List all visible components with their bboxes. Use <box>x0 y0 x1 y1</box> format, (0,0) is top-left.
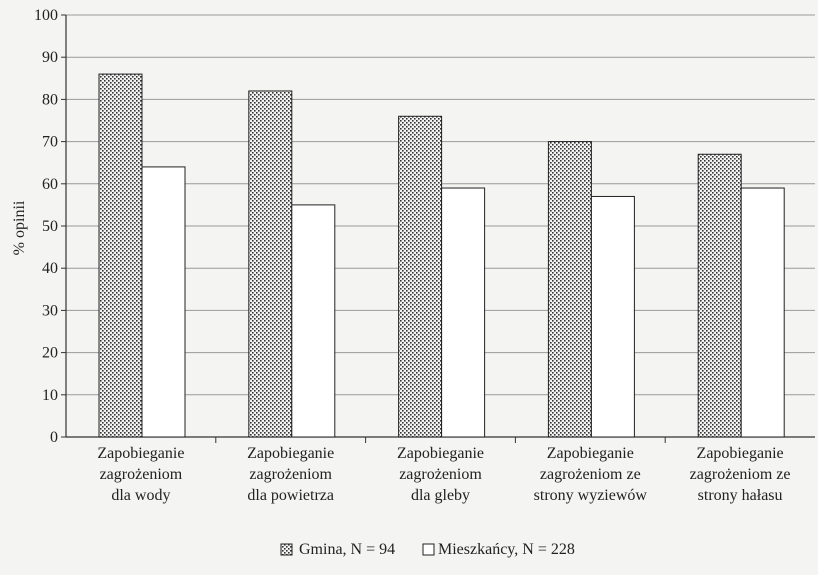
x-category-label: zagrożeniom <box>399 466 482 483</box>
bar-gmina <box>248 90 293 438</box>
bar-mieszkancy <box>740 187 785 438</box>
y-axis-title: % opinii <box>11 200 28 255</box>
x-category-label: Zapobieganie <box>397 445 484 462</box>
x-category-label: dla gleby <box>411 487 470 504</box>
x-category-label: zagrożeniom ze <box>690 466 791 483</box>
x-category-label: Zapobieganie <box>97 445 184 462</box>
x-category-label: dla powietrza <box>247 487 334 504</box>
y-tick-label: 30 <box>42 302 58 319</box>
x-category-label: zagrożeniom <box>100 466 183 483</box>
bar-mieszkancy <box>291 204 336 438</box>
x-category-label: strony hałasu <box>698 487 783 504</box>
y-tick-label: 20 <box>42 345 58 362</box>
y-tick-label: 50 <box>42 218 58 235</box>
legend-swatch-gmina <box>280 543 293 556</box>
legend: Gmina, N = 94 Mieszkańcy, N = 228 <box>280 541 575 558</box>
bar-mieszkancy <box>590 195 635 438</box>
bar-mieszkancy <box>441 187 486 438</box>
legend-label-mieszkancy: Mieszkańcy, N = 228 <box>438 541 575 558</box>
y-tick-label: 70 <box>42 134 58 151</box>
x-category-label: Zapobieganie <box>547 445 634 462</box>
y-tick-label: 40 <box>42 260 58 277</box>
y-tick-label: 0 <box>50 429 58 446</box>
bar-gmina <box>398 115 443 438</box>
x-category-label: strony wyziewów <box>534 487 648 504</box>
x-category-label: dla wody <box>111 487 170 504</box>
bars <box>98 73 785 438</box>
legend-swatch-mieszkancy <box>422 543 435 556</box>
bar-gmina <box>697 153 742 438</box>
legend-label-gmina: Gmina, N = 94 <box>299 541 395 558</box>
y-tick-label: 60 <box>42 176 58 193</box>
bar-mieszkancy <box>141 166 186 438</box>
x-category-label: Zapobieganie <box>697 445 784 462</box>
y-tick-label: 90 <box>42 49 58 66</box>
bar-gmina <box>98 73 143 438</box>
y-tick-label: 10 <box>42 387 58 404</box>
y-tick-label: 80 <box>42 91 58 108</box>
x-category-label: zagrożeniom ze <box>540 466 641 483</box>
x-category-label: Zapobieganie <box>247 445 334 462</box>
bar-gmina <box>547 141 592 438</box>
labels: 0 10 20 30 40 50 60 70 80 90 100 Zapobieganie zagroż… <box>34 7 791 504</box>
x-category-label: zagrożeniom <box>249 466 332 483</box>
y-tick-label: 100 <box>34 7 58 24</box>
